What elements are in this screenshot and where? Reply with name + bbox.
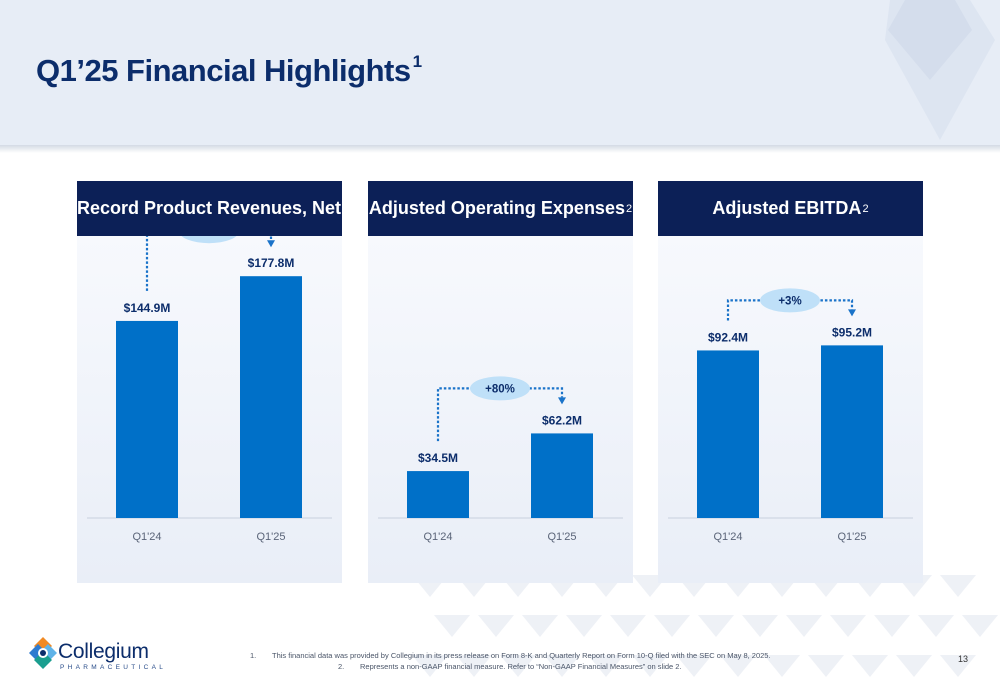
arrow-head-icon <box>558 397 566 405</box>
x-tick-label: Q1'24 <box>713 531 742 543</box>
chevron-shape <box>478 615 514 637</box>
chevron-shape <box>698 615 734 637</box>
change-bubble <box>470 376 530 401</box>
chevron-shape <box>940 575 976 597</box>
change-label: +23% <box>194 236 224 238</box>
arrow-head-icon <box>267 240 275 248</box>
page-title: Q1’25 Financial Highlights 1 <box>36 52 422 88</box>
change-label: +80% <box>485 383 515 395</box>
chart-operating-expenses: $34.5M Q1'24 $62.2M Q1'25 +80% <box>378 376 623 543</box>
chevron-shape <box>434 615 470 637</box>
chevron-shape <box>566 615 602 637</box>
header-shadow <box>0 145 1000 153</box>
footnote-1: 1. This financial data was provided by Co… <box>250 651 771 660</box>
bar-value-label: $144.9M <box>124 301 171 315</box>
chevron-shape <box>786 615 822 637</box>
panel-header: Adjusted EBITDA 2 <box>658 181 923 236</box>
panel-body <box>368 236 633 583</box>
footnotes: 1. This financial data was provided by Co… <box>250 650 771 672</box>
x-tick-label: Q1'25 <box>256 531 285 543</box>
chevron-shape <box>522 615 558 637</box>
chevron-shape <box>588 655 624 677</box>
x-tick-label: Q1'25 <box>837 531 866 543</box>
bar-value-label: $34.5M <box>418 451 458 465</box>
chevron-shape <box>742 615 778 637</box>
chevron-shape <box>610 615 646 637</box>
change-bubble <box>760 288 820 313</box>
chevron-shape <box>544 655 580 677</box>
change-bubble <box>181 236 237 244</box>
chevron-shape <box>918 615 954 637</box>
chevron-shape <box>896 655 932 677</box>
bar-1 <box>240 276 302 518</box>
chevron-shape <box>632 655 668 677</box>
chart-product-revenues: $144.9M Q1'24 $177.8M Q1'25 +23% <box>87 236 332 543</box>
chevron-shape <box>962 615 998 637</box>
chevron-shape <box>940 655 976 677</box>
bar-0 <box>116 320 178 518</box>
chevron-shape <box>456 655 492 677</box>
chevron-shape <box>830 615 866 637</box>
header-band <box>0 0 1000 145</box>
chevron-shape <box>764 655 800 677</box>
panel-product-revenues: Record Product Revenues, Net $144.9M Q1'2… <box>77 181 342 583</box>
page-number: 13 <box>958 654 969 664</box>
collegium-logo-icon <box>29 637 57 669</box>
change-label: +3% <box>778 295 801 307</box>
bar-1 <box>821 345 883 518</box>
bar-value-label: $177.8M <box>248 256 295 270</box>
chevron-shape <box>874 615 910 637</box>
logo-subtitle: PHARMACEUTICAL <box>60 664 167 671</box>
footnote-2: 2. Represents a non-GAAP financial measur… <box>338 662 682 671</box>
chevron-shape <box>412 655 448 677</box>
panel-adjusted-ebitda: Adjusted EBITDA 2 $92.4M Q1'24 $95.2M Q1'25 +… <box>658 181 923 583</box>
bar-0 <box>407 471 469 518</box>
bar-0 <box>697 350 759 518</box>
panel-header: Adjusted Operating Expenses 2 <box>368 181 633 236</box>
chevron-shape <box>676 655 712 677</box>
chevron-shape <box>852 655 888 677</box>
chart-adjusted-ebitda: $92.4M Q1'24 $95.2M Q1'25 +3% <box>668 288 913 543</box>
logo-wordmark: Collegium <box>58 640 149 663</box>
bar-value-label: $62.2M <box>542 413 582 427</box>
chevron-shape <box>808 655 844 677</box>
arrow-head-icon <box>848 309 856 317</box>
chevron-shape <box>500 655 536 677</box>
x-tick-label: Q1'24 <box>132 531 161 543</box>
panel-header: Record Product Revenues, Net <box>77 181 342 236</box>
x-tick-label: Q1'25 <box>547 531 576 543</box>
decorative-diamond-shape <box>885 0 995 140</box>
bar-value-label: $92.4M <box>708 330 748 344</box>
bar-value-label: $95.2M <box>832 325 872 339</box>
chevron-shape <box>720 655 756 677</box>
x-tick-label: Q1'24 <box>423 531 452 543</box>
chevron-shape <box>654 615 690 637</box>
panel-operating-expenses: Adjusted Operating Expenses 2 $34.5M Q1'24… <box>368 181 633 583</box>
bar-1 <box>531 433 593 518</box>
